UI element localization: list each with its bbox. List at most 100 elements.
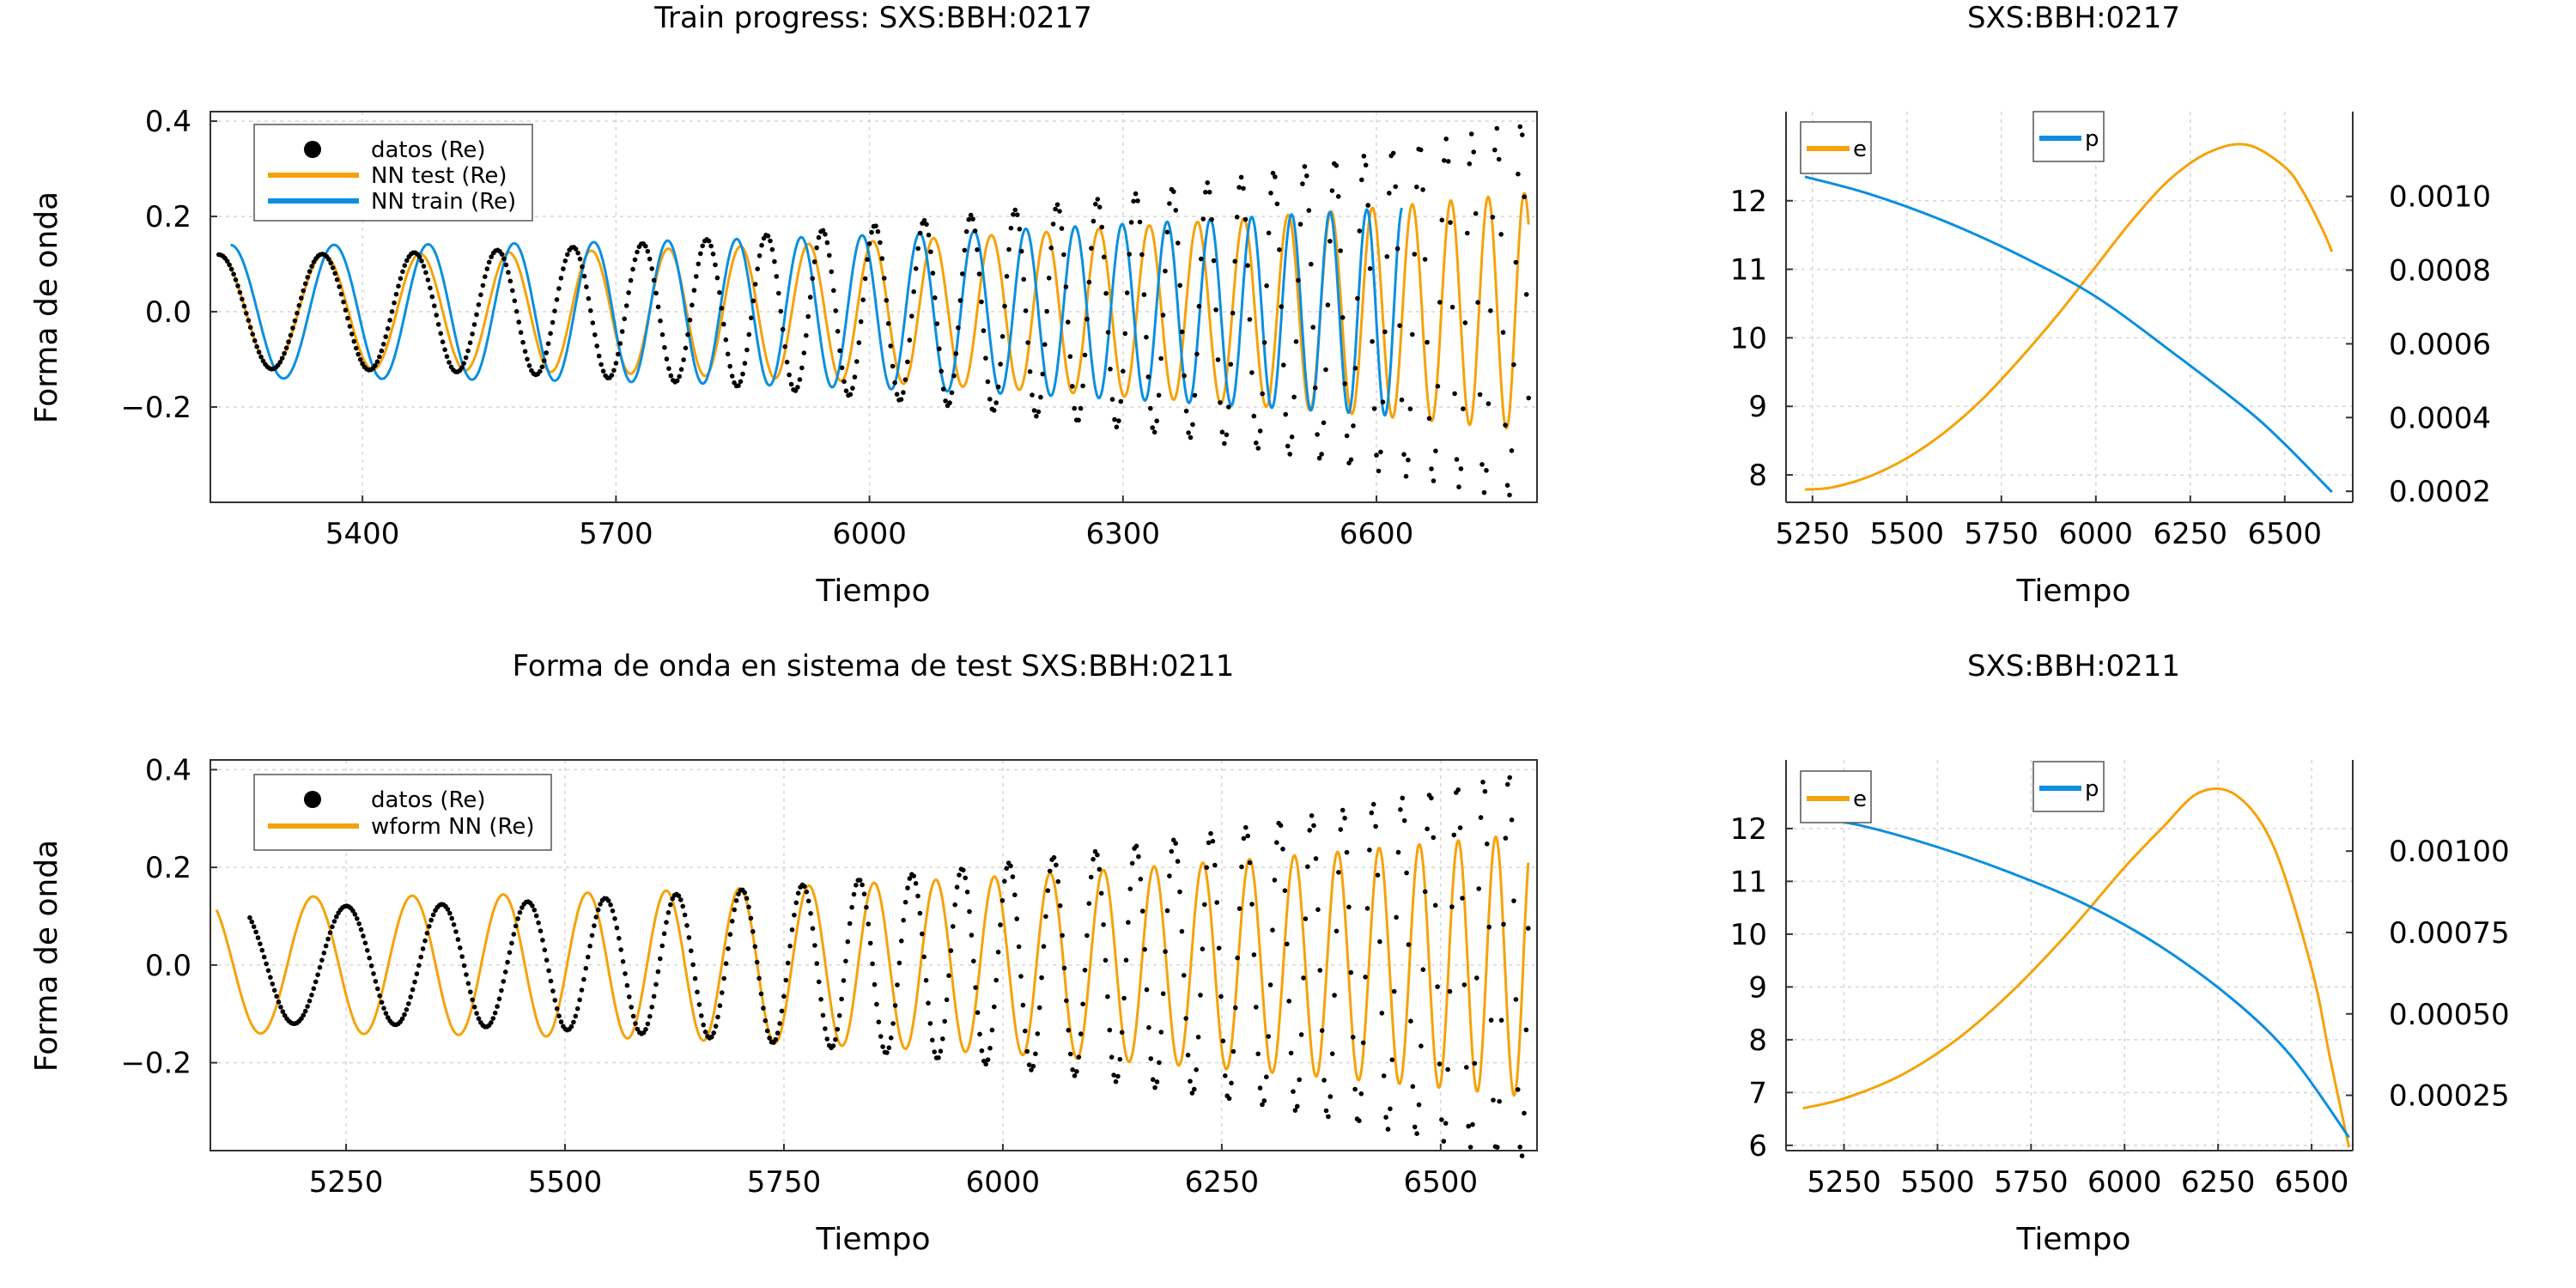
data-point xyxy=(1490,215,1496,220)
data-point xyxy=(513,923,519,929)
data-point xyxy=(1114,424,1120,430)
data-point xyxy=(1288,1050,1294,1056)
data-point xyxy=(429,294,435,300)
data-point xyxy=(231,271,236,277)
legend-p: p xyxy=(2032,761,2105,812)
data-point xyxy=(1378,449,1383,455)
data-point xyxy=(695,989,700,995)
data-point xyxy=(1526,926,1531,931)
data-point xyxy=(1478,815,1484,820)
data-point xyxy=(1045,888,1051,893)
data-point xyxy=(1074,1069,1079,1074)
data-point xyxy=(406,1001,411,1006)
data-point xyxy=(1030,392,1035,398)
data-point xyxy=(752,944,758,950)
data-point xyxy=(608,902,613,908)
data-point xyxy=(915,246,920,252)
data-point xyxy=(1129,860,1135,866)
data-point xyxy=(610,908,616,914)
data-point xyxy=(1078,1031,1084,1036)
data-point xyxy=(617,935,622,941)
data-point xyxy=(507,950,513,956)
data-point xyxy=(1509,817,1515,823)
data-point xyxy=(820,1012,826,1018)
data-point xyxy=(1121,368,1126,374)
y-tick-label: 9 xyxy=(1748,970,1767,1005)
axis-ticks: 5400 5700 6000 6300 6600 −0.2 0.0 0.2 0.4 xyxy=(120,105,1413,551)
data-point xyxy=(270,981,276,987)
data-point xyxy=(470,331,475,337)
data-point xyxy=(332,270,338,276)
data-point xyxy=(556,286,562,291)
data-point xyxy=(371,971,376,976)
data-point xyxy=(884,1050,890,1055)
data-point xyxy=(1338,248,1343,253)
data-point xyxy=(458,945,463,951)
data-point xyxy=(461,361,466,367)
data-point xyxy=(249,919,255,925)
data-point xyxy=(1043,914,1048,920)
data-point xyxy=(474,1011,479,1016)
data-point xyxy=(725,351,731,357)
data-point xyxy=(923,977,929,983)
data-point xyxy=(461,963,467,969)
data-point xyxy=(1254,1005,1259,1010)
data-point xyxy=(396,283,401,289)
x-tick-label: 5700 xyxy=(579,517,653,551)
data-point xyxy=(643,1027,648,1032)
data-point xyxy=(509,940,514,946)
data-point xyxy=(1179,928,1185,934)
data-point xyxy=(554,297,560,302)
data-point xyxy=(995,384,1001,390)
data-point xyxy=(954,884,960,890)
data-point xyxy=(367,955,373,961)
data-point xyxy=(1350,1035,1356,1040)
data-point xyxy=(1400,795,1406,801)
data-point xyxy=(628,277,634,283)
data-point xyxy=(620,959,626,964)
data-point xyxy=(1082,968,1088,973)
data-point xyxy=(1470,1121,1475,1127)
data-point xyxy=(1192,1086,1197,1092)
data-point xyxy=(418,954,424,960)
data-point xyxy=(802,884,807,890)
data-point xyxy=(1216,945,1222,951)
data-point xyxy=(302,1008,308,1014)
data-point xyxy=(1327,1094,1334,1099)
data-point xyxy=(768,238,773,244)
x-tick-label: 5750 xyxy=(1965,517,2039,551)
data-point xyxy=(1511,898,1516,903)
data-point xyxy=(744,347,750,353)
data-point xyxy=(801,350,807,355)
data-point xyxy=(512,298,518,304)
data-point xyxy=(471,322,477,327)
data-point xyxy=(1504,483,1510,488)
data-point xyxy=(246,318,252,324)
data-point xyxy=(926,232,932,238)
data-point xyxy=(1357,228,1363,234)
data-point xyxy=(598,902,603,907)
data-point xyxy=(1435,984,1440,989)
data-point xyxy=(264,961,269,967)
data-point xyxy=(701,1022,706,1028)
data-point xyxy=(1020,1002,1026,1008)
y-tick-label: 9 xyxy=(1748,390,1767,424)
data-point xyxy=(617,341,623,346)
chart-title: SXS:BBH:0211 xyxy=(1967,649,2180,683)
data-point xyxy=(1249,370,1255,375)
data-point xyxy=(1293,339,1299,344)
data-point xyxy=(1406,942,1412,947)
data-point xyxy=(1451,832,1457,838)
data-point xyxy=(719,306,725,311)
data-point xyxy=(530,903,535,908)
plot-frame xyxy=(210,759,1538,1151)
y-tick-label: 12 xyxy=(1730,812,1767,847)
data-point xyxy=(256,349,262,355)
data-point xyxy=(1367,266,1373,271)
data-point xyxy=(373,979,379,984)
data-point xyxy=(962,247,968,253)
data-point xyxy=(951,373,957,379)
data-point xyxy=(412,979,417,985)
data-point xyxy=(326,257,331,262)
data-point xyxy=(325,936,331,942)
